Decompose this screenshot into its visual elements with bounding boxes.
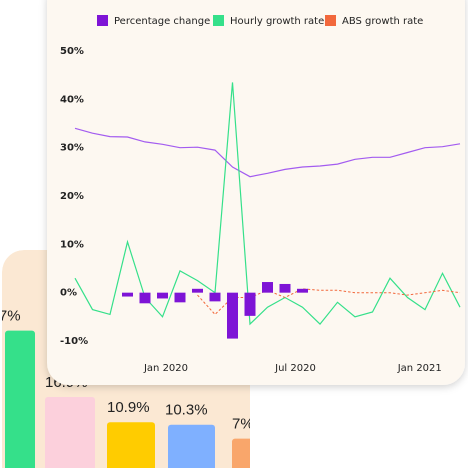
x-tick-label: Jul 2020 <box>274 363 316 374</box>
front-card <box>47 0 465 385</box>
y-tick-label: 20% <box>60 191 84 202</box>
legend-swatch <box>97 15 108 26</box>
chart: 50% 40% 30% 20% 10% 0% -10% Jan 2020 Jul 2020 Jan… <box>60 15 461 374</box>
bar <box>262 282 273 293</box>
legend-label: ABS growth rate <box>342 16 423 27</box>
x-tick-label: Jan 2020 <box>143 363 188 374</box>
y-tick-label: 0% <box>60 288 77 299</box>
y-tick-label: -10% <box>60 336 88 347</box>
bar <box>139 292 151 304</box>
x-tick-label: Jan 2021 <box>397 363 442 374</box>
bar-label: 10.3% <box>165 402 208 419</box>
y-tick-label: 30% <box>60 143 84 154</box>
bar <box>227 292 238 339</box>
bar <box>45 397 95 468</box>
bar <box>297 288 308 293</box>
bar <box>244 292 256 316</box>
bar-label: 32.7% <box>0 308 21 325</box>
y-tick-label: 50% <box>60 46 84 57</box>
bar <box>209 292 221 302</box>
legend-label: Percentage change <box>114 16 210 27</box>
legend-label: Hourly growth rate <box>230 16 324 27</box>
series-line <box>197 288 461 316</box>
bar-label: 7% <box>232 416 254 433</box>
bar <box>157 292 168 299</box>
series-line <box>74 82 461 326</box>
legend-swatch <box>325 15 336 26</box>
bar <box>279 283 291 293</box>
bar <box>122 292 133 297</box>
bar <box>232 438 250 468</box>
y-tick-label: 10% <box>60 239 84 250</box>
bar <box>107 422 155 468</box>
legend-swatch <box>213 15 224 26</box>
series-line <box>74 127 461 178</box>
bar-label: 10.9% <box>107 399 150 416</box>
bar <box>174 292 186 303</box>
bar <box>168 424 215 468</box>
bar <box>192 288 203 293</box>
bar <box>5 330 35 468</box>
y-tick-label: 40% <box>60 94 84 105</box>
